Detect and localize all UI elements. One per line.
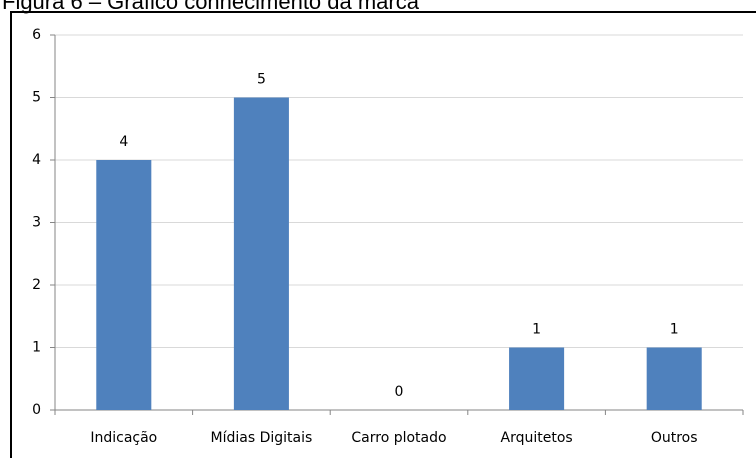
chart-title: Figura 6 – Gráfico conhecimento da marca [2,0,420,14]
data-label: 1 [670,322,679,338]
x-tick-label: Outros [651,430,698,446]
y-tick-label: 4 [32,152,41,168]
data-label: 4 [119,134,128,150]
bar [233,97,289,410]
y-tick-label: 2 [32,277,41,293]
x-tick-label: Carro plotado [351,430,446,446]
y-tick-label: 6 [32,27,41,43]
x-tick-label: Mídias Digitais [211,430,313,446]
bar [509,347,565,410]
y-tick-label: 3 [32,215,41,231]
x-tick-label: Indicação [90,430,157,446]
y-tick-label: 1 [32,340,41,356]
data-label: 1 [532,322,541,338]
bar [96,160,152,410]
bar [646,347,702,410]
y-tick-label: 0 [32,402,41,418]
data-label: 0 [395,384,404,400]
data-label: 5 [257,72,266,88]
x-tick-label: Arquitetos [501,430,573,446]
y-tick-label: 5 [32,90,41,106]
